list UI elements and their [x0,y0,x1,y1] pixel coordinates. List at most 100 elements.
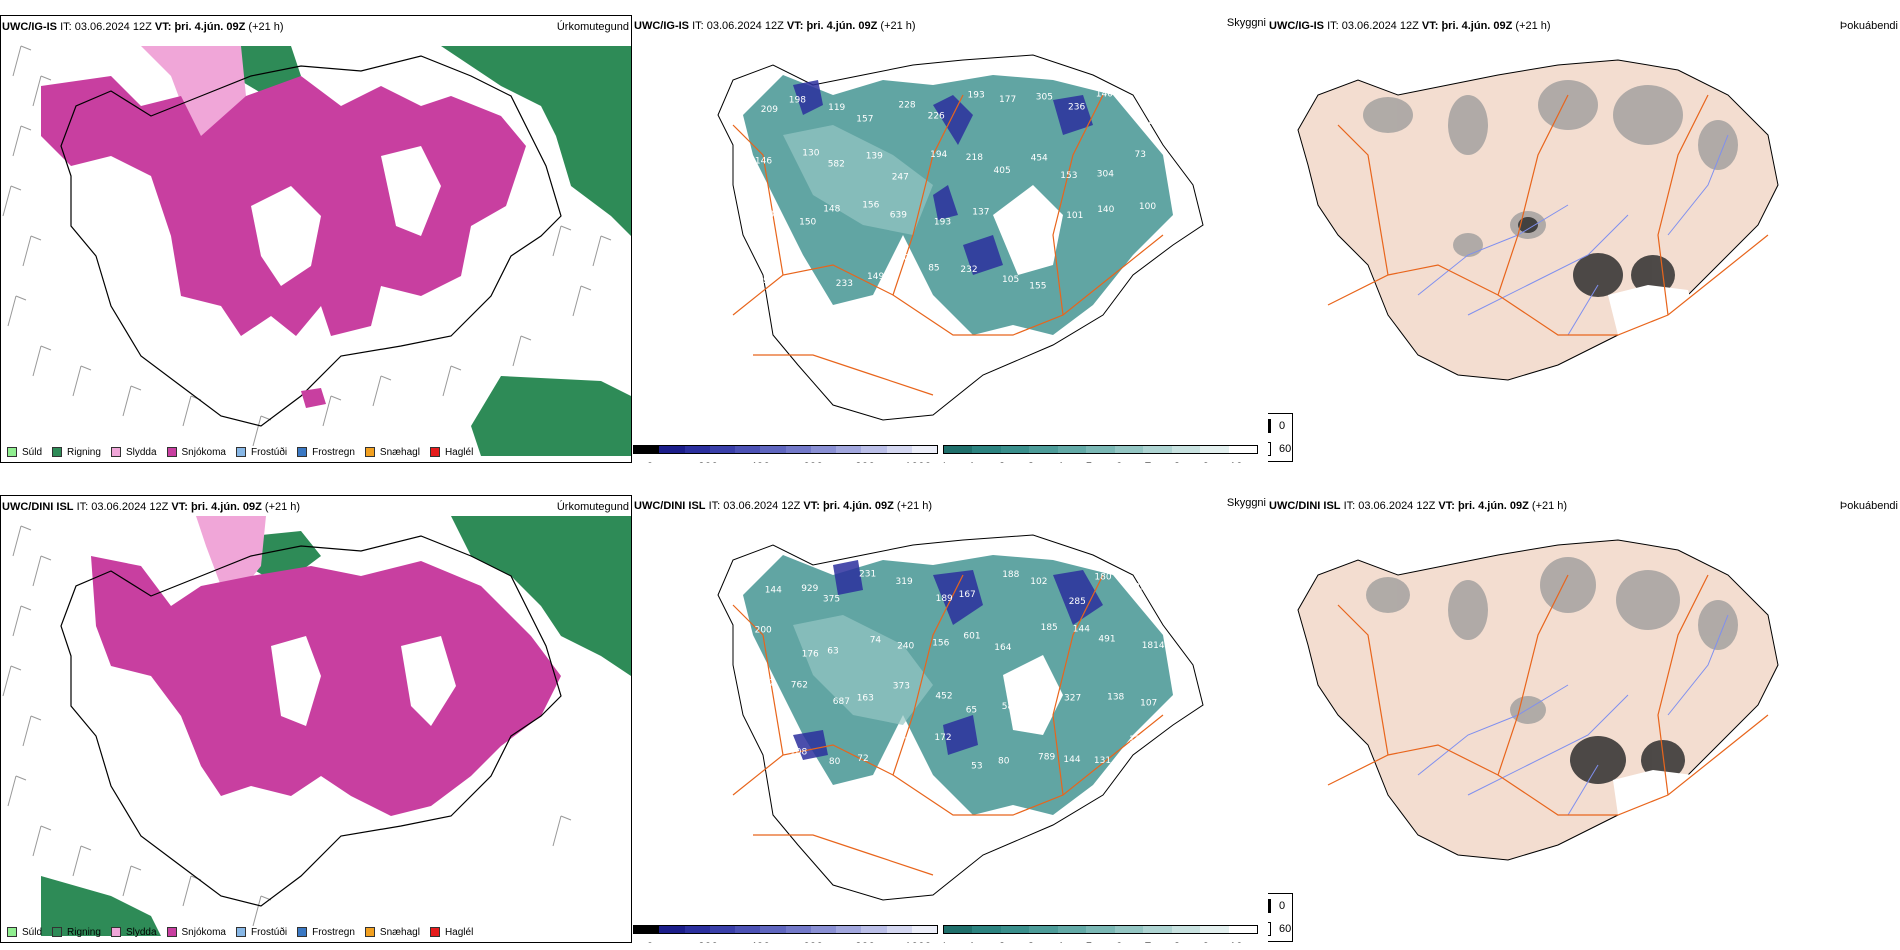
legend-item: Haglél [429,924,473,940]
ceiling-value-label: 172 [934,733,951,743]
legend-item: Slydda [110,444,157,460]
colorbar-tick: 6 [1116,940,1123,943]
colorbar-segment [1228,926,1257,933]
ceiling-value-label: 73 [1135,150,1146,160]
colorbar-segment [944,926,973,933]
colorbar-tick: 1 [969,940,976,943]
ceiling-value-label: 233 [836,279,853,289]
legend-item: Frostregn [297,924,355,940]
ceiling-values: 144 929 375 231 319 189 167 188 102 285 180 133 200 1… [755,570,1165,772]
colorbar-segment [886,926,912,933]
fog-legend: 0 60 [1268,413,1293,462]
ceiling-value-label: 130 [802,149,819,159]
colorbar-segment [684,926,710,933]
ceiling-panel-igis: UWC/IG-IS IT: 03.06.2024 12Z VT: þri. 4.… [633,15,1268,463]
ceiling-value-label: 80 [998,757,1010,767]
colorbar-segment [659,446,685,453]
colorbar-tick: 600 [803,460,823,463]
panel-title: UWC/IG-IS IT: 03.06.2024 12Z VT: þri. 4.… [634,20,916,32]
fog-grey [1366,557,1738,724]
fog-map [1297,539,1779,861]
colorbar-tick: 0 [647,460,654,463]
colorbar-segment [634,446,660,453]
colorbar-segment [1143,926,1172,933]
fog-panel-dini: UWC/DINI ISL IT: 03.06.2024 12Z VT: þri.… [1268,495,1900,943]
colorbar-segment [709,926,735,933]
ceiling-value-label: 72 [857,754,868,764]
ceiling-value-label: 218 [966,153,983,163]
colorbar-segment [1143,446,1172,453]
ceiling-value-label: 80 [898,254,910,264]
ceiling-value-label: 153 [1060,171,1077,181]
legend-item: Snæhagl [364,444,420,460]
legend-item: Súld [7,444,42,460]
colorbar-segment [785,926,811,933]
ceiling-value-label: 63 [827,647,838,657]
visibility-colorbar-strip [943,925,1258,934]
ceiling-value-label: 687 [833,697,850,707]
ceiling-value-label: 149 [867,272,884,282]
colorbar-segment [972,446,1001,453]
ceiling-value-label: 85 [928,264,939,274]
ceiling-value-label: 100 [1139,202,1156,212]
ceiling-value-label: 601 [963,632,980,642]
colorbar-unit: m [633,940,643,943]
ceiling-value-label: 373 [893,682,910,692]
rivers [1417,614,1729,816]
legend-swatch [52,447,63,457]
ceiling-value-label: 107 [1140,699,1157,709]
colorbar-tick: 9 [1203,940,1210,943]
ceiling-value-label: 180 [1094,572,1111,582]
ceiling-value-label: 247 [892,173,909,183]
ceiling-value-label: 163 [857,694,874,704]
ceiling-value-label: 138 [1107,692,1124,702]
wind-barbs [2,45,612,447]
fog-dark [1570,736,1685,784]
ceiling-value-label: 119 [828,103,845,113]
fog-legend: 0 60 [1268,893,1293,942]
panel-title: UWC/IG-IS IT: 03.06.2024 12Z VT: þri. 4.… [1269,20,1551,32]
ceiling-value-label: 140 [1096,90,1113,100]
colorbar-segment [1029,446,1058,453]
ceiling-value-label: 176 [802,650,819,660]
legend-swatch [110,447,121,457]
legend-swatch [364,447,375,457]
ceiling-value-label: 582 [828,160,845,170]
panel-label: Úrkomutegund [556,501,629,513]
legend-swatch [7,927,17,937]
panel-title: UWC/DINI ISL IT: 03.06.2024 12Z VT: þri.… [2,501,301,513]
roads [732,94,1164,396]
rivers [1417,134,1729,336]
ceiling-value-label: 209 [761,105,778,115]
fog-white [1608,285,1698,340]
fog-legend-dark [1268,899,1271,913]
colorbar-tick: 4 [1057,940,1064,943]
colorbar-tick: 2 [999,940,1006,943]
fog-legend-light [1268,922,1271,936]
ceiling-value-label: 305 [1036,93,1053,103]
ceiling-value-label: 452 [935,691,952,701]
no-precip-hole [251,186,321,286]
precip-map [2,45,631,456]
ceiling-colorbar-strip [633,925,938,934]
small-snow-patch [301,388,326,408]
colorbar-segment [709,446,735,453]
ceiling-value-label: 405 [994,166,1011,176]
rain-area-se [471,376,631,456]
ceiling-value-label: 156 [932,638,949,648]
roads [732,574,1164,876]
colorbar-tick: 2 [999,460,1006,463]
colorbar-segment [1171,926,1201,933]
ceiling-value-label: 101 [1066,211,1083,221]
legend-item: Haglél [429,444,473,460]
roads [1327,574,1769,816]
ceiling-value-label: 193 [968,90,985,100]
ceiling-value-label: 639 [890,210,907,220]
precip-panel-dini: UWC/DINI ISL IT: 03.06.2024 12Z VT: þri.… [0,495,632,943]
ceiling-value-label: 167 [959,590,976,600]
panel-label: Þokuábendi [1839,500,1898,512]
rain-area-ne [451,516,631,676]
fog-legend-label: 0 [1279,420,1286,432]
ceiling-value-label: 83 [801,282,812,292]
colorbar-tick: 200 [698,460,718,463]
